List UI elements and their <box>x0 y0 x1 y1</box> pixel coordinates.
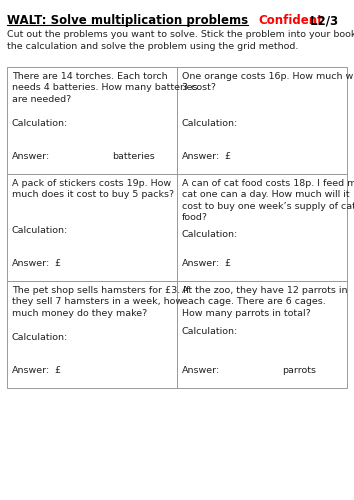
Bar <box>7 174 177 281</box>
Text: Answer:: Answer: <box>12 152 50 161</box>
Text: A pack of stickers costs 19p. How
much does it cost to buy 5 packs?: A pack of stickers costs 19p. How much d… <box>12 179 174 200</box>
Text: Answer:: Answer: <box>182 366 220 375</box>
Text: There are 14 torches. Each torch
needs 4 batteries. How many batteries
are neede: There are 14 torches. Each torch needs 4… <box>12 72 198 104</box>
Bar <box>7 67 177 174</box>
Text: Confident: Confident <box>258 14 323 27</box>
Text: £: £ <box>224 152 231 161</box>
Text: parrots: parrots <box>282 366 316 375</box>
Text: At the zoo, they have 12 parrots in
each cage. There are 6 cages.
How many parro: At the zoo, they have 12 parrots in each… <box>182 286 348 318</box>
Text: WALT: Solve multiplication problems: WALT: Solve multiplication problems <box>7 14 248 27</box>
Bar <box>7 281 177 388</box>
Text: A can of cat food costs 18p. I feed my
cat one can a day. How much will it
cost : A can of cat food costs 18p. I feed my c… <box>182 179 354 222</box>
Text: Answer:: Answer: <box>12 366 50 375</box>
Text: Calculation:: Calculation: <box>12 226 68 235</box>
Text: batteries: batteries <box>113 152 155 161</box>
Bar <box>177 67 347 174</box>
Text: Answer:: Answer: <box>12 259 50 268</box>
Bar <box>177 281 347 388</box>
Text: Answer:: Answer: <box>182 152 220 161</box>
Text: Calculation:: Calculation: <box>182 327 238 336</box>
Bar <box>177 174 347 281</box>
Text: One orange costs 16p. How much will
3 cost?: One orange costs 16p. How much will 3 co… <box>182 72 354 92</box>
Text: Cut out the problems you want to solve. Stick the problem into your book. Record: Cut out the problems you want to solve. … <box>7 30 354 51</box>
Text: Calculation:: Calculation: <box>12 119 68 128</box>
Text: £: £ <box>55 366 61 375</box>
Text: £: £ <box>55 259 61 268</box>
Text: Answer:: Answer: <box>182 259 220 268</box>
Text: Calculation:: Calculation: <box>182 230 238 239</box>
Text: L2/3: L2/3 <box>306 14 338 27</box>
Text: Calculation:: Calculation: <box>182 119 238 128</box>
Text: The pet shop sells hamsters for £3. If
they sell 7 hamsters in a week, how
much : The pet shop sells hamsters for £3. If t… <box>12 286 189 318</box>
Text: £: £ <box>224 259 231 268</box>
Text: Calculation:: Calculation: <box>12 333 68 342</box>
